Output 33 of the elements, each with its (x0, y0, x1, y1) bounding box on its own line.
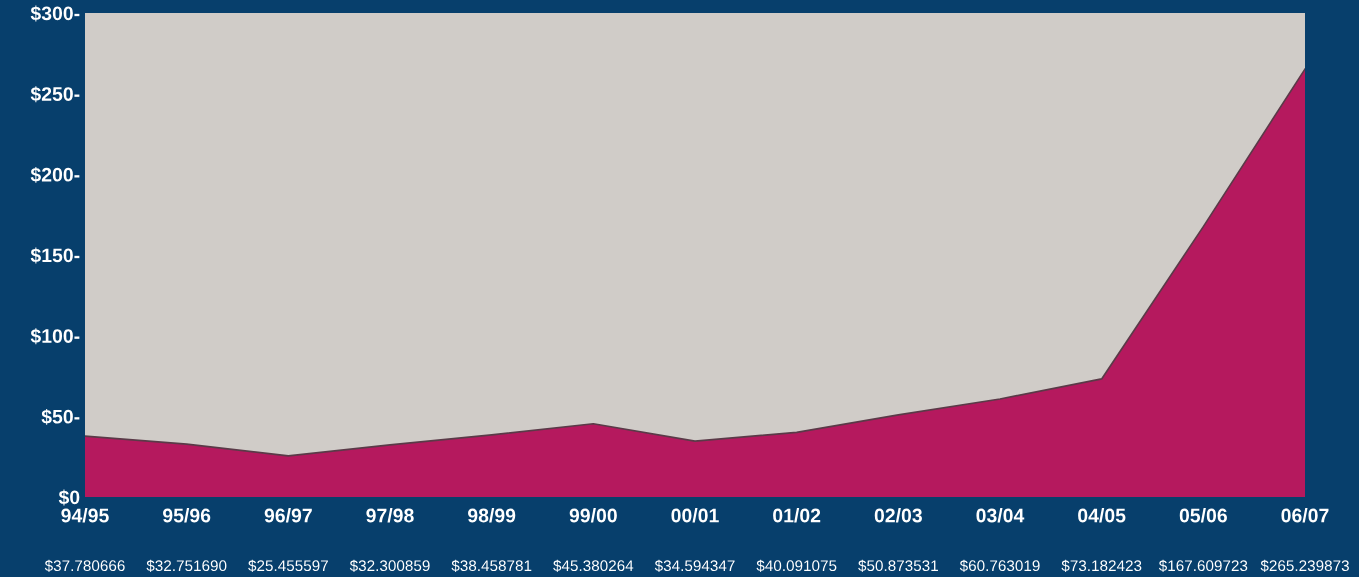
x-tick-label: 01/02 (773, 508, 821, 523)
x-tick-label: 97/98 (366, 508, 414, 523)
data-label: $34.594347 (654, 559, 735, 573)
data-label: $45.380264 (553, 559, 634, 573)
data-label: $38.458781 (451, 559, 532, 573)
data-label: $50.873531 (858, 559, 938, 573)
x-tick-label: 02/03 (874, 508, 922, 523)
x-tick-label: 96/97 (264, 508, 312, 523)
y-tick-label: $300- (30, 5, 80, 22)
y-tick-label: $250- (30, 86, 80, 103)
x-tick-label: 99/00 (569, 508, 617, 523)
x-tick-label: 06/07 (1281, 508, 1329, 523)
y-tick-label: $150- (30, 247, 80, 264)
data-label: $60.763019 (959, 559, 1040, 573)
y-tick-label: $50- (41, 408, 80, 425)
data-label: $32.300859 (349, 559, 430, 573)
data-label: $73.182423 (1061, 559, 1142, 573)
x-tick-label: 00/01 (671, 508, 719, 523)
x-tick-label: 03/04 (976, 508, 1025, 523)
y-tick-label: $100- (30, 328, 80, 345)
x-tick-label: 95/96 (163, 508, 211, 523)
data-label: $265.239873 (1260, 559, 1349, 573)
data-label: $167.609723 (1158, 559, 1248, 573)
x-tick-label: 98/99 (468, 508, 516, 523)
data-label: $25.455597 (248, 559, 328, 573)
x-tick-label: 94/95 (61, 508, 109, 523)
data-label: $40.091075 (756, 559, 837, 573)
y-tick-label: $200- (30, 166, 80, 183)
y-tick-label: $0 (58, 489, 80, 506)
data-label: $37.780666 (44, 559, 125, 573)
x-tick-label: 05/06 (1179, 508, 1227, 523)
x-tick-label: 04/05 (1078, 508, 1126, 523)
data-label: $32.751690 (146, 559, 227, 573)
